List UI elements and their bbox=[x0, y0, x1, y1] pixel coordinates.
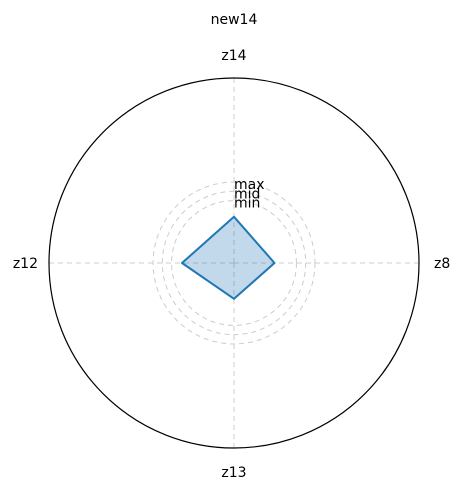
ring-label-min: min bbox=[234, 196, 260, 212]
grid-ring-mid bbox=[161, 190, 307, 336]
axis-label-z8: z8 bbox=[434, 256, 450, 272]
outer-circle bbox=[48, 77, 420, 449]
series-area bbox=[182, 216, 275, 299]
chart-title: new14 bbox=[211, 12, 258, 28]
ring-label-max: max bbox=[234, 177, 265, 193]
axis-label-layer: z14 z8 z13 z12 bbox=[13, 48, 450, 481]
grid-ring-min bbox=[171, 200, 297, 326]
axis-label-z13: z13 bbox=[221, 465, 246, 481]
ring-label-mid: mid bbox=[234, 186, 260, 202]
grid-layer bbox=[49, 78, 419, 448]
axis-label-z14: z14 bbox=[221, 48, 246, 64]
data-layer bbox=[181, 215, 276, 300]
series-line bbox=[181, 215, 276, 300]
grid-ring-max bbox=[152, 181, 316, 345]
axis-label-z12: z12 bbox=[13, 256, 38, 272]
